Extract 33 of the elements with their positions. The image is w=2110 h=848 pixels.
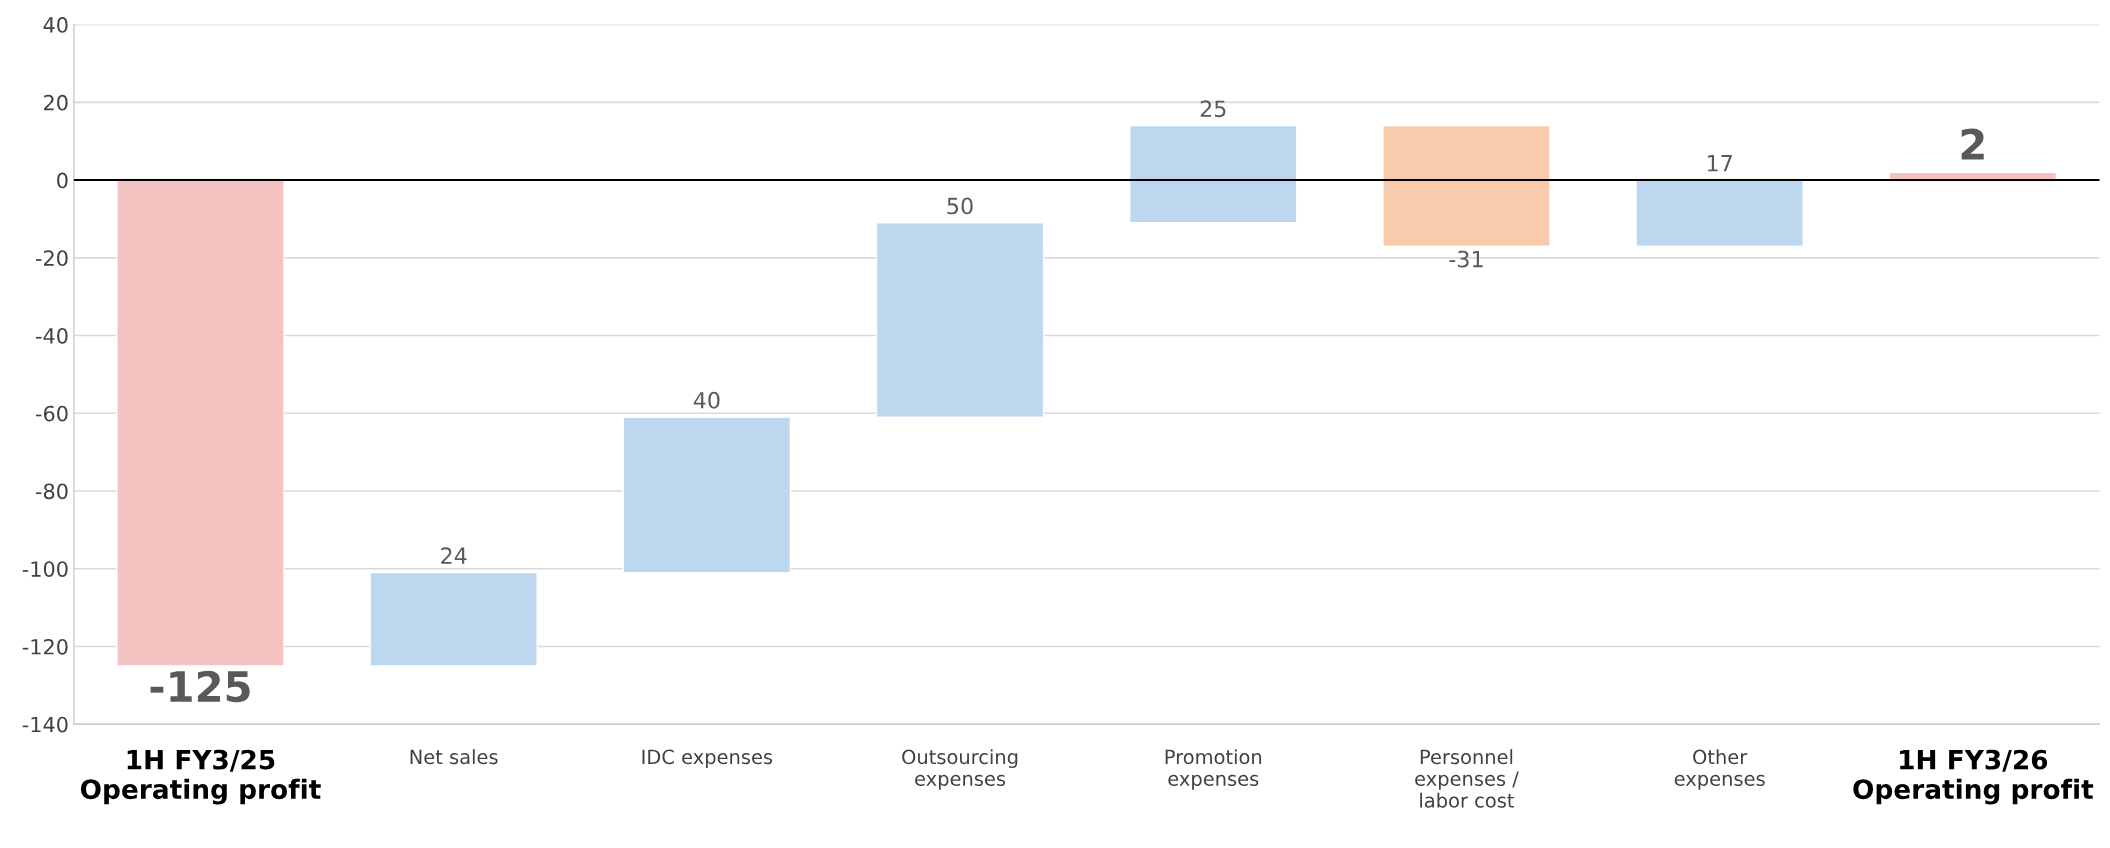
y-tick-label: -100 <box>22 561 68 577</box>
x-tick-label: Other expenses <box>1674 749 1765 790</box>
data-label: 17 <box>1707 155 1732 172</box>
data-label: 50 <box>947 197 973 215</box>
data-label: -125 <box>150 670 250 703</box>
bar <box>1128 124 1298 224</box>
y-tick-label: 0 <box>57 172 68 189</box>
data-label: 40 <box>693 391 720 409</box>
x-tick-label: Net sales <box>410 749 498 765</box>
y-tick-label: -40 <box>35 327 68 344</box>
y-tick-label: -140 <box>22 716 68 733</box>
y-tick-label: -20 <box>35 250 68 266</box>
data-label: 24 <box>441 547 467 564</box>
bar <box>369 571 538 667</box>
bar <box>1382 124 1551 247</box>
data-label: 25 <box>1200 100 1226 118</box>
bar <box>622 416 792 574</box>
x-tick-label: Personnel expenses / labor cost <box>1415 749 1519 808</box>
x-tick-label: IDC expenses <box>642 749 773 769</box>
y-tick-label: 20 <box>44 94 68 111</box>
y-tick-label: -60 <box>35 405 68 422</box>
y-tick-label: -80 <box>35 483 68 500</box>
data-label: -31 <box>1449 250 1483 268</box>
x-tick-label: 1H FY3/26 Operating profit <box>1853 749 2094 805</box>
x-tick-label: Outsourcing expenses <box>902 749 1018 790</box>
y-tick-label: -120 <box>22 638 68 655</box>
bar <box>1635 179 1804 247</box>
data-label: 2 <box>1961 128 1984 160</box>
x-tick-label: Promotion expenses <box>1165 749 1262 790</box>
bar <box>875 222 1045 418</box>
y-tick-label: 40 <box>43 17 68 33</box>
bar <box>116 179 285 667</box>
x-tick-label: 1H FY3/25 Operating profit <box>80 749 321 805</box>
